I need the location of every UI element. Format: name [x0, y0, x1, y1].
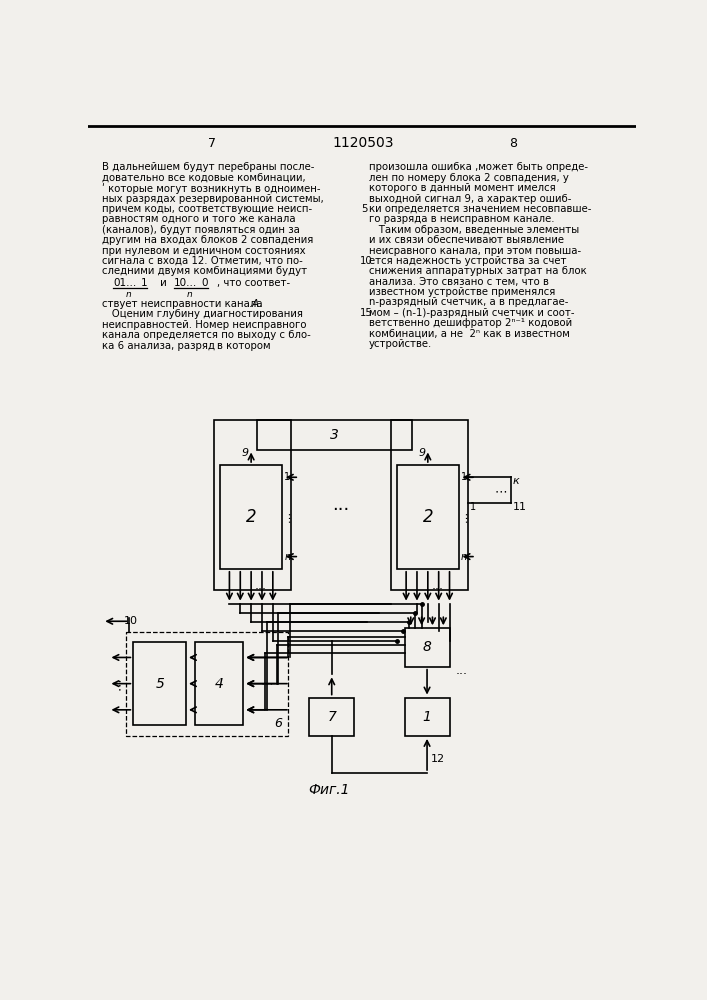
Text: лен по номеру блока 2 совпадения, у: лен по номеру блока 2 совпадения, у — [369, 173, 569, 183]
Text: ⋯: ⋯ — [461, 511, 471, 522]
Bar — [126, 632, 288, 736]
Text: 1: 1 — [461, 472, 467, 482]
Text: и: и — [160, 278, 168, 288]
Bar — [195, 642, 243, 725]
Text: 1120503: 1120503 — [332, 136, 394, 150]
Text: n-разрядный счетчик, а в предлагае-: n-разрядный счетчик, а в предлагае- — [369, 297, 568, 307]
Text: другим на входах блоков 2 совпадения: другим на входах блоков 2 совпадения — [103, 235, 314, 245]
Text: следними двумя комбинациями будут: следними двумя комбинациями будут — [103, 266, 308, 276]
Text: ⋯: ⋯ — [284, 511, 294, 522]
Text: устройстве.: устройстве. — [369, 339, 432, 349]
Text: n: n — [284, 552, 291, 562]
Text: 10: 10 — [360, 256, 373, 266]
Text: , что соответ-: , что соответ- — [217, 278, 290, 288]
Text: 8: 8 — [423, 640, 431, 654]
Text: при нулевом и единичном состояниях: при нулевом и единичном состояниях — [103, 246, 306, 256]
Text: 15: 15 — [360, 308, 373, 318]
Text: канала определяется по выходу с бло-: канала определяется по выходу с бло- — [103, 330, 311, 340]
Text: 5: 5 — [361, 204, 368, 214]
Text: .: . — [259, 299, 262, 309]
Text: причем коды, соответствующие неисп-: причем коды, соответствующие неисп- — [103, 204, 312, 214]
Bar — [214, 420, 291, 590]
Text: равностям одного и того же канала: равностям одного и того же канала — [103, 214, 296, 224]
Text: ветственно дешифратор 2ⁿ⁻¹ кодовой: ветственно дешифратор 2ⁿ⁻¹ кодовой — [369, 318, 572, 328]
Text: 12: 12 — [431, 754, 445, 764]
Text: ...: ... — [455, 664, 467, 677]
Bar — [397, 465, 459, 569]
Text: мом – (n-1)-разрядный счетчик и соот-: мом – (n-1)-разрядный счетчик и соот- — [369, 308, 574, 318]
Text: (каналов), будут появляться один за: (каналов), будут появляться один за — [103, 225, 300, 235]
Text: ⋯: ⋯ — [113, 677, 126, 690]
Text: 9: 9 — [241, 448, 248, 458]
Text: 7: 7 — [209, 137, 216, 150]
Text: А: А — [251, 299, 258, 309]
Text: к: к — [513, 476, 520, 486]
Text: В дальнейшем будут перебраны после-: В дальнейшем будут перебраны после- — [103, 162, 315, 172]
Text: неисравного канала, при этом повыша-: неисравного канала, при этом повыша- — [369, 246, 581, 256]
Text: ...: ... — [255, 579, 267, 592]
Text: ⋯: ⋯ — [260, 677, 273, 690]
Text: Оценим глубину диагностирования: Оценим глубину диагностирования — [103, 309, 303, 319]
Text: ⋯: ⋯ — [494, 485, 507, 498]
Bar — [220, 465, 282, 569]
Text: 9: 9 — [418, 448, 425, 458]
Text: ки определяется значением несовпавше-: ки определяется значением несовпавше- — [369, 204, 591, 214]
Text: ка 6 анализа, разряд в котором: ка 6 анализа, разряд в котором — [103, 341, 271, 351]
Text: ется надежность устройства за счет: ется надежность устройства за счет — [369, 256, 566, 266]
Text: ствует неисправности канала: ствует неисправности канала — [103, 299, 263, 309]
Text: ...: ... — [431, 579, 443, 592]
Text: 1: 1 — [141, 278, 148, 288]
Text: снижения аппаратурных затрат на блок: снижения аппаратурных затрат на блок — [369, 266, 587, 276]
Text: n: n — [461, 552, 467, 562]
Bar — [404, 698, 450, 736]
Text: 10: 10 — [124, 616, 138, 626]
Text: и их связи обеспечивают выявление: и их связи обеспечивают выявление — [369, 235, 564, 245]
Text: 1: 1 — [470, 502, 477, 512]
Bar — [404, 628, 450, 667]
Text: n: n — [126, 290, 132, 299]
Text: ных разрядах резервированной системы,: ных разрядах резервированной системы, — [103, 194, 324, 204]
Text: которого в данный момент имелся: которого в данный момент имелся — [369, 183, 556, 193]
Text: анализа. Это связано с тем, что в: анализа. Это связано с тем, что в — [369, 277, 549, 287]
Text: 1: 1 — [423, 710, 431, 724]
Text: 6: 6 — [274, 717, 282, 730]
Text: 2: 2 — [423, 508, 433, 526]
Text: Фиг.1: Фиг.1 — [308, 783, 349, 797]
Text: 4: 4 — [215, 677, 224, 691]
Bar — [391, 420, 468, 590]
Text: 7: 7 — [327, 710, 336, 724]
Text: 5: 5 — [156, 677, 164, 691]
Text: неисправностей. Номер неисправного: неисправностей. Номер неисправного — [103, 320, 307, 330]
Text: го разряда в неисправном канале.: го разряда в неисправном канале. — [369, 214, 554, 224]
Text: 3: 3 — [330, 428, 339, 442]
Text: ...: ... — [332, 496, 350, 514]
Text: сигнала с входа 12. Отметим, что по-: сигнала с входа 12. Отметим, что по- — [103, 256, 303, 266]
Text: комбинации, а не  2ⁿ как в известном: комбинации, а не 2ⁿ как в известном — [369, 329, 570, 339]
Bar — [309, 698, 354, 736]
Text: 0: 0 — [201, 278, 208, 288]
Text: 01...: 01... — [113, 278, 136, 288]
Text: известном устройстве применялся: известном устройстве применялся — [369, 287, 555, 297]
Text: довательно все кодовые комбинации,: довательно все кодовые комбинации, — [103, 173, 306, 183]
Bar — [257, 420, 412, 450]
Text: 11: 11 — [513, 502, 527, 512]
Bar — [134, 642, 186, 725]
Text: ʹ которые могут возникнуть в одноимен-: ʹ которые могут возникнуть в одноимен- — [103, 183, 321, 194]
Text: 1: 1 — [284, 472, 291, 482]
Text: 10...: 10... — [174, 278, 197, 288]
Text: произошла ошибка ,может быть опреде-: произошла ошибка ,может быть опреде- — [369, 162, 588, 172]
Text: n: n — [186, 290, 192, 299]
Text: 2: 2 — [246, 508, 257, 526]
Text: 8: 8 — [509, 137, 517, 150]
Text: выходной сигнал 9, а характер ошиб-: выходной сигнал 9, а характер ошиб- — [369, 194, 571, 204]
Text: Таким образом, введенные элементы: Таким образом, введенные элементы — [369, 225, 579, 235]
